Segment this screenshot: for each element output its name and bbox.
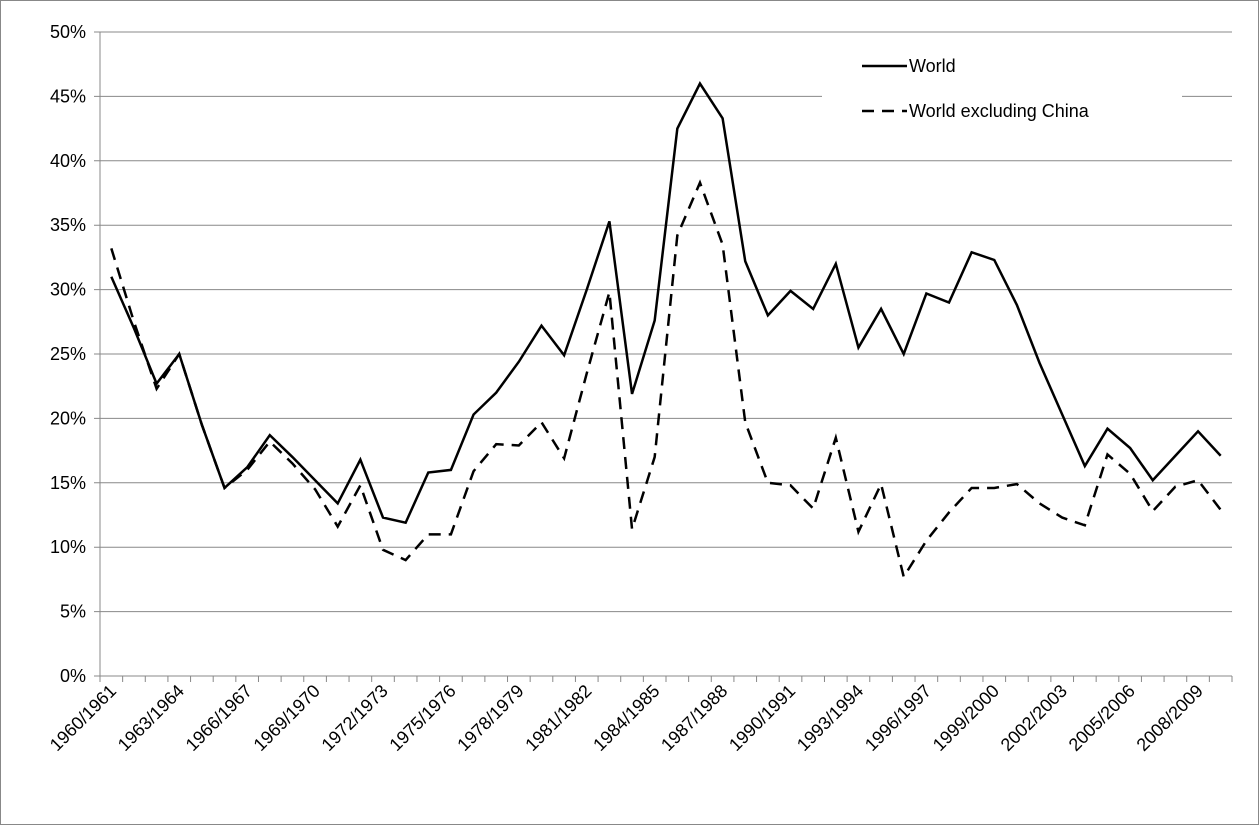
y-tick-label: 0% bbox=[60, 666, 86, 686]
y-tick-label: 25% bbox=[50, 344, 86, 364]
y-tick-label: 45% bbox=[50, 86, 86, 106]
legend-box bbox=[822, 44, 1182, 136]
y-tick-label: 40% bbox=[50, 151, 86, 171]
y-tick-label: 15% bbox=[50, 473, 86, 493]
legend: World World excluding China bbox=[822, 44, 1182, 136]
legend-label: World bbox=[909, 56, 956, 76]
legend-label: World excluding China bbox=[909, 101, 1090, 121]
y-tick-label: 20% bbox=[50, 408, 86, 428]
y-tick-label: 30% bbox=[50, 280, 86, 300]
series-line bbox=[110, 81, 1222, 525]
y-tick-label: 50% bbox=[50, 22, 86, 42]
y-tick-label: 35% bbox=[50, 215, 86, 235]
y-tick-label: 5% bbox=[60, 602, 86, 622]
y-tick-label: 10% bbox=[50, 537, 86, 557]
